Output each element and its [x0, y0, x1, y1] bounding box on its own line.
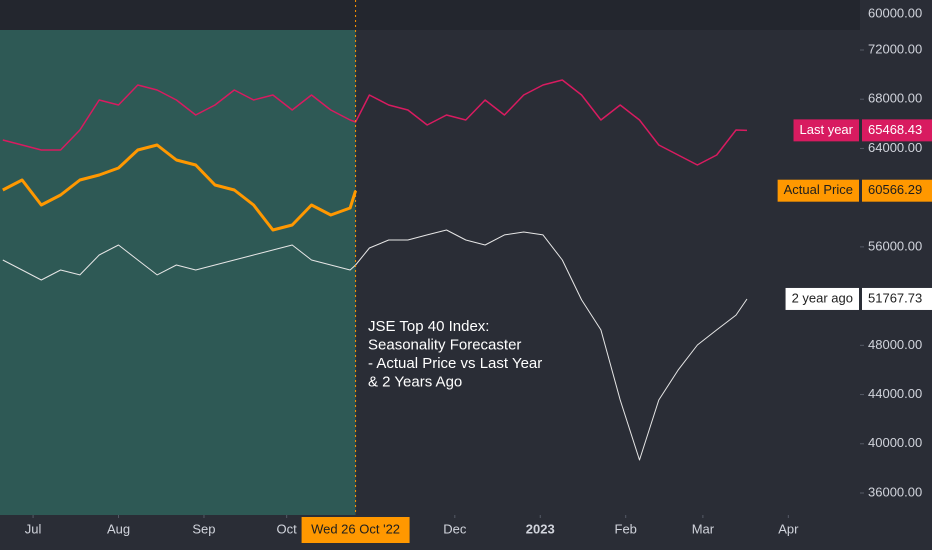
- x-tick-label: Apr: [778, 521, 799, 536]
- crosshair-label: Wed 26 Oct '22: [311, 521, 400, 536]
- x-tick-label: 2023: [526, 521, 555, 536]
- price-label: 60566.29: [868, 182, 922, 197]
- series-line: [2, 229, 748, 461]
- y-tick-label: 40000.00: [868, 435, 922, 450]
- legend-box: [785, 287, 859, 310]
- x-tick-label: Jul: [25, 521, 42, 536]
- x-tick-label: Oct: [277, 521, 298, 536]
- y-tick-label: 72000.00: [868, 41, 922, 56]
- x-tick-label: Aug: [107, 521, 130, 536]
- annotation: & 2 Years Ago: [368, 373, 462, 390]
- annotation: Seasonality Forecaster: [368, 336, 521, 353]
- annotation: JSE Top 40 Index:: [368, 318, 489, 335]
- price-label: 65468.43: [868, 122, 922, 137]
- crosshair-box: [301, 517, 410, 543]
- price-box: [862, 287, 932, 310]
- y-tick-label: 44000.00: [868, 386, 922, 401]
- price-box: [862, 179, 932, 202]
- scale-label: 60000.00: [868, 5, 922, 20]
- series-line: [2, 143, 358, 232]
- price-label: 51767.73: [868, 290, 922, 305]
- y-tick-label: 48000.00: [868, 337, 922, 352]
- price-box: [862, 119, 932, 142]
- legend-name: Last year: [800, 122, 854, 137]
- x-tick-label: Dec: [443, 521, 467, 536]
- annotation: - Actual Price vs Last Year: [368, 355, 542, 372]
- history-shade: [0, 30, 356, 515]
- x-tick-label: Mar: [692, 521, 715, 536]
- time-axis: [0, 515, 932, 550]
- x-tick-label: Sep: [192, 521, 215, 536]
- y-tick-label: 56000.00: [868, 238, 922, 253]
- legend-name: Actual Price: [784, 182, 853, 197]
- series-line: [2, 79, 748, 166]
- y-tick-label: 64000.00: [868, 140, 922, 155]
- x-tick-label: Feb: [615, 521, 637, 536]
- y-tick-label: 68000.00: [868, 91, 922, 106]
- legend-name: 2 year ago: [792, 290, 853, 305]
- top-band: [0, 0, 860, 30]
- y-tick-label: 36000.00: [868, 484, 922, 499]
- legend-box: [793, 119, 859, 142]
- legend-box: [777, 179, 859, 202]
